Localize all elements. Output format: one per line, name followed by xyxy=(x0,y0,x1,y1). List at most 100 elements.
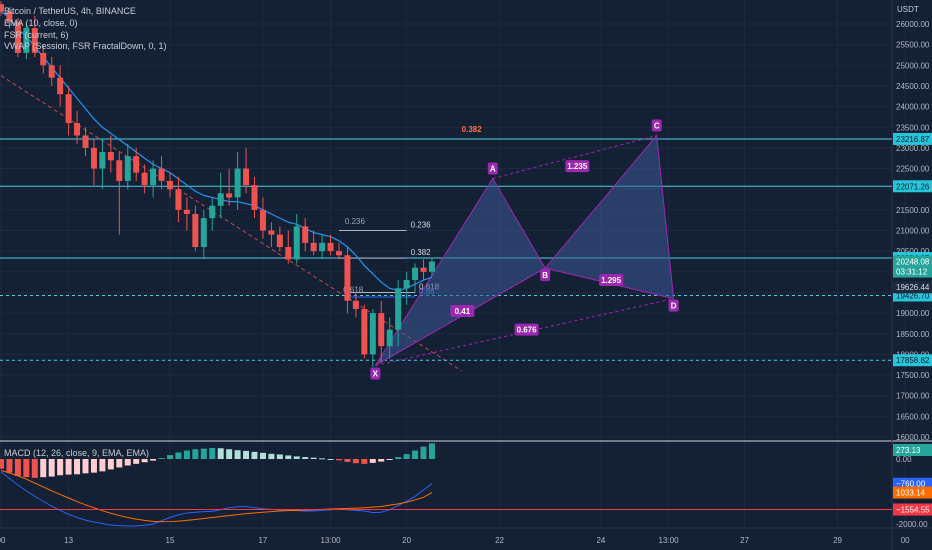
pattern-point-d: D xyxy=(671,302,677,311)
countdown-tag: 03:31:12 xyxy=(896,268,928,277)
macd-histogram-bar xyxy=(319,458,326,460)
macd-histogram-bar xyxy=(293,456,300,459)
candle-body xyxy=(133,156,140,173)
candle-body xyxy=(234,168,241,198)
price-axis-tick: 18500.00 xyxy=(896,330,930,339)
ratio-label: 0.41 xyxy=(455,307,471,316)
candle-body xyxy=(420,267,427,272)
macd-histogram-bar xyxy=(200,448,207,459)
time-axis-tick: 29 xyxy=(833,536,842,545)
macd-histogram-bar xyxy=(74,459,81,475)
price-axis-tick: 16000.00 xyxy=(896,433,930,442)
price-tag: 19626.44 xyxy=(896,283,930,292)
macd-histogram-bar xyxy=(226,449,233,459)
macd-value-tag: 1033.14 xyxy=(896,489,925,498)
macd-histogram-bar xyxy=(428,443,435,459)
candle-body xyxy=(386,329,393,347)
candle-body xyxy=(336,251,342,256)
candle-body xyxy=(0,4,4,12)
candle-body xyxy=(74,123,81,136)
indicator-vwap-label: VWAP (Session, FSR FractalDown, 0, 1) xyxy=(4,41,167,51)
indicator-ema-label: EMA (10, close, 0) xyxy=(4,18,78,28)
macd-value-tag: −760.00 xyxy=(896,480,926,489)
fib-label: 0.236 xyxy=(411,221,432,230)
macd-value-tag-bg xyxy=(893,503,932,516)
candle-body xyxy=(116,160,123,181)
macd-histogram-bar xyxy=(183,450,190,459)
macd-axis-tick: -2000.00 xyxy=(896,520,928,529)
fib-label: 0.382 xyxy=(411,248,432,257)
price-axis-tick: 26000.00 xyxy=(896,20,930,29)
pattern-point-c: C xyxy=(654,122,660,131)
last-price-tag: 20248.08 xyxy=(896,258,930,267)
macd-histogram-bar xyxy=(0,459,4,469)
macd-histogram-bar xyxy=(6,459,13,473)
time-axis-tick: 15 xyxy=(166,536,175,545)
macd-histogram-bar xyxy=(251,451,258,459)
price-axis-tick: 25500.00 xyxy=(896,41,930,50)
price-line-tag-bg xyxy=(893,354,932,367)
candle-body xyxy=(6,11,13,22)
candle-body xyxy=(65,94,72,124)
macd-histogram-bar xyxy=(285,455,292,459)
time-axis-tick: 22 xyxy=(495,536,504,545)
macd-histogram-bar xyxy=(23,459,30,478)
macd-histogram-bar xyxy=(167,455,173,459)
candle-body xyxy=(90,147,97,169)
price-axis-tick: 20500.00 xyxy=(896,247,930,256)
macd-histogram-bar xyxy=(395,457,402,459)
time-axis-tick: 17 xyxy=(258,536,267,545)
candle-body xyxy=(175,189,182,210)
macd-histogram-bar xyxy=(65,459,72,475)
macd-histogram-bar xyxy=(175,452,182,459)
macd-histogram-bar xyxy=(369,459,376,463)
macd-histogram-bar xyxy=(420,446,427,459)
time-axis-tick: 27 xyxy=(740,536,749,545)
pattern-point-b-badge xyxy=(540,269,551,282)
price-axis-tick: 16500.00 xyxy=(896,412,930,421)
grid xyxy=(0,0,906,527)
macd-histogram-bar xyxy=(361,459,368,464)
macd-histogram-bar xyxy=(344,459,351,462)
macd-histogram-bar xyxy=(234,450,241,459)
ratio-label: 0.676 xyxy=(517,326,538,335)
candle-body xyxy=(344,255,351,301)
pattern-point-d-badge xyxy=(668,299,679,312)
signal-line xyxy=(0,469,433,523)
candle-body xyxy=(361,308,368,355)
candle-body xyxy=(150,168,157,186)
symbol-title: Bitcoin / TetherUS, 4h, BINANCE xyxy=(4,6,136,16)
fib-left-label: 0.618 xyxy=(343,285,364,294)
candle-body xyxy=(327,242,334,252)
candle-body xyxy=(293,226,300,260)
macd-histogram-bar xyxy=(352,459,359,464)
candle-body xyxy=(276,234,283,248)
macd-histogram-bar xyxy=(31,459,38,478)
macd-histogram-bar xyxy=(378,459,385,462)
macd-histogram-bar xyxy=(107,459,114,470)
candle-body xyxy=(259,209,266,231)
candle-body xyxy=(285,247,292,260)
price-axis-tick: 17000.00 xyxy=(896,392,930,401)
price-axis-tick: 23500.00 xyxy=(896,123,930,132)
candle-body xyxy=(107,152,114,161)
ratio-label: 1.235 xyxy=(567,162,588,171)
candle-body xyxy=(412,267,419,281)
candle-body xyxy=(243,168,250,186)
candle-body xyxy=(82,135,89,148)
macd-histogram-bar xyxy=(116,459,123,468)
macd-value-tag-bg xyxy=(893,486,932,499)
ratio-badge xyxy=(599,274,624,287)
macd-histogram-bar xyxy=(243,450,250,459)
candle-body xyxy=(14,21,21,53)
candle-body xyxy=(209,205,216,219)
price-axis-tick: 21000.00 xyxy=(896,227,930,236)
price-line-tag-bg xyxy=(893,180,932,193)
candle-body xyxy=(183,209,190,214)
candle-body xyxy=(23,28,30,53)
candle-body xyxy=(378,313,385,347)
ratio-badge xyxy=(450,305,475,318)
candle-body xyxy=(31,28,38,53)
macd-histogram-bar xyxy=(141,459,148,463)
